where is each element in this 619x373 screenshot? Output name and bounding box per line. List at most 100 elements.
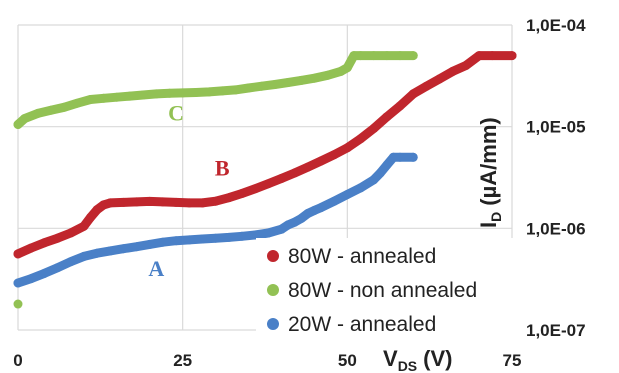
data-point (118, 197, 128, 207)
data-point (342, 63, 352, 73)
data-point (329, 196, 339, 206)
data-point (369, 175, 379, 185)
data-point (204, 87, 214, 97)
data-point (435, 74, 444, 84)
data-point (257, 81, 267, 91)
data-point (224, 193, 234, 203)
data-point (178, 88, 188, 98)
data-point (171, 236, 181, 246)
data-point (217, 86, 227, 96)
data-point (112, 92, 122, 102)
data-point (395, 101, 405, 111)
data-point (296, 214, 306, 223)
legend-marker (267, 318, 279, 330)
y-tick-label: 1,0E-04 (526, 16, 586, 35)
data-point (336, 66, 346, 76)
data-point (184, 235, 194, 245)
data-point (138, 90, 148, 100)
legend-entry: 80W - non annealed (288, 279, 477, 302)
data-point (13, 249, 23, 259)
isolated-data-point (13, 299, 23, 309)
data-point (211, 233, 221, 243)
legend-entry: 80W - annealed (288, 245, 436, 268)
data-point (342, 143, 352, 153)
data-point (33, 108, 43, 118)
data-point (263, 228, 273, 238)
data-point (211, 196, 221, 206)
data-point (13, 278, 23, 288)
data-point (132, 197, 142, 207)
curve-label-C: C (168, 100, 184, 125)
x-axis-title: VDS (V) (383, 346, 452, 373)
y-axis-label-unit: (µA/mm) (476, 117, 501, 205)
data-point (250, 184, 260, 194)
data-point (303, 162, 313, 172)
series-line (13, 51, 418, 129)
data-point (158, 237, 168, 247)
data-point (79, 221, 89, 231)
data-point (165, 88, 174, 98)
data-point (39, 238, 49, 248)
data-point (369, 124, 379, 133)
data-point (388, 152, 398, 162)
x-axis-label-unit: (V) (423, 346, 452, 371)
y-axis-label-sub: D (488, 212, 504, 222)
data-point (224, 232, 234, 242)
series-C (13, 51, 418, 129)
y-axis-title: ID (µA/mm) (476, 117, 504, 228)
x-tick-label: 0 (13, 351, 22, 370)
data-point (461, 61, 471, 70)
data-point (487, 51, 497, 61)
data-point (158, 197, 168, 207)
x-tick-label: 25 (173, 351, 192, 370)
series-B (13, 51, 517, 259)
data-point (263, 179, 273, 189)
data-point (356, 183, 365, 193)
data-point (171, 197, 181, 207)
legend-entry: 20W - annealed (288, 313, 436, 336)
data-point (72, 98, 82, 108)
data-point (342, 190, 352, 199)
data-point (283, 78, 293, 87)
series-A (13, 152, 418, 288)
data-point (356, 51, 365, 61)
data-point (382, 112, 392, 122)
x-axis-label-sub: DS (398, 358, 417, 373)
data-point (66, 257, 76, 267)
data-point (408, 51, 418, 61)
data-point (250, 230, 260, 240)
y-tick-label: 1,0E-06 (526, 219, 586, 238)
data-point (382, 51, 392, 61)
data-point (277, 173, 286, 183)
data-point (349, 51, 359, 61)
data-point (86, 95, 95, 104)
data-point (507, 51, 517, 61)
curve-label-B: B (215, 156, 230, 181)
data-point (118, 244, 128, 254)
data-point (197, 234, 207, 244)
legend: 80W - annealed 80W - non annealed 20W - an… (256, 238, 518, 336)
data-point (125, 91, 135, 101)
data-point (237, 231, 247, 241)
y-tick-label: 1,0E-05 (526, 118, 586, 137)
data-point (20, 114, 30, 124)
data-point (270, 80, 280, 89)
annotations: C B A (148, 100, 229, 280)
data-point (277, 224, 286, 234)
x-tick-label: 50 (338, 351, 357, 370)
data-point (382, 160, 392, 170)
data-point (323, 70, 333, 80)
data-point (13, 120, 23, 129)
data-point (316, 203, 326, 213)
data-point (39, 268, 49, 278)
data-point (290, 217, 300, 227)
data-point (408, 89, 418, 99)
data-point (197, 198, 207, 208)
data-point (290, 168, 300, 178)
data-point (230, 85, 240, 95)
data-point (408, 152, 418, 162)
data-point (99, 93, 109, 103)
x-axis-label: V (383, 346, 398, 371)
data-point (309, 73, 319, 83)
data-point (105, 198, 115, 208)
